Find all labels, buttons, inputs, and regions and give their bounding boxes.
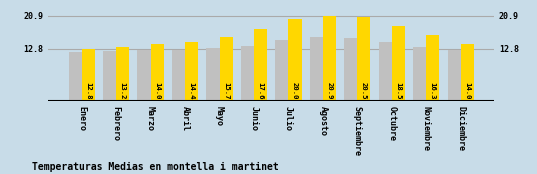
Text: 20.0: 20.0 xyxy=(292,82,298,100)
Bar xyxy=(206,48,220,101)
Bar xyxy=(103,51,116,101)
Bar xyxy=(379,42,392,101)
Bar xyxy=(254,29,267,101)
Text: 16.3: 16.3 xyxy=(430,82,436,100)
Bar xyxy=(137,50,150,101)
Text: 17.6: 17.6 xyxy=(258,82,264,100)
Bar xyxy=(185,42,198,101)
Text: 14.0: 14.0 xyxy=(154,82,160,100)
Bar xyxy=(357,17,371,101)
Bar xyxy=(344,38,357,101)
Bar xyxy=(323,16,336,101)
Text: 15.7: 15.7 xyxy=(223,82,229,100)
Bar xyxy=(288,19,301,101)
Text: 20.5: 20.5 xyxy=(361,82,367,100)
Text: 14.0: 14.0 xyxy=(464,82,470,100)
Text: 20.9: 20.9 xyxy=(326,82,332,100)
Bar xyxy=(220,37,233,101)
Bar xyxy=(413,47,426,101)
Bar xyxy=(426,35,439,101)
Bar xyxy=(116,47,129,101)
Bar xyxy=(461,44,474,101)
Bar xyxy=(392,26,405,101)
Bar xyxy=(448,50,461,101)
Bar xyxy=(69,52,82,101)
Bar xyxy=(275,40,288,101)
Bar xyxy=(172,50,185,101)
Text: Temperaturas Medias en montella i martinet: Temperaturas Medias en montella i martin… xyxy=(32,162,279,172)
Bar xyxy=(82,49,95,101)
Text: 14.4: 14.4 xyxy=(188,82,194,100)
Bar xyxy=(150,44,164,101)
Bar xyxy=(241,46,254,101)
Bar xyxy=(310,37,323,101)
Text: 18.5: 18.5 xyxy=(395,82,401,100)
Text: 13.2: 13.2 xyxy=(120,82,126,100)
Text: 12.8: 12.8 xyxy=(85,82,91,100)
